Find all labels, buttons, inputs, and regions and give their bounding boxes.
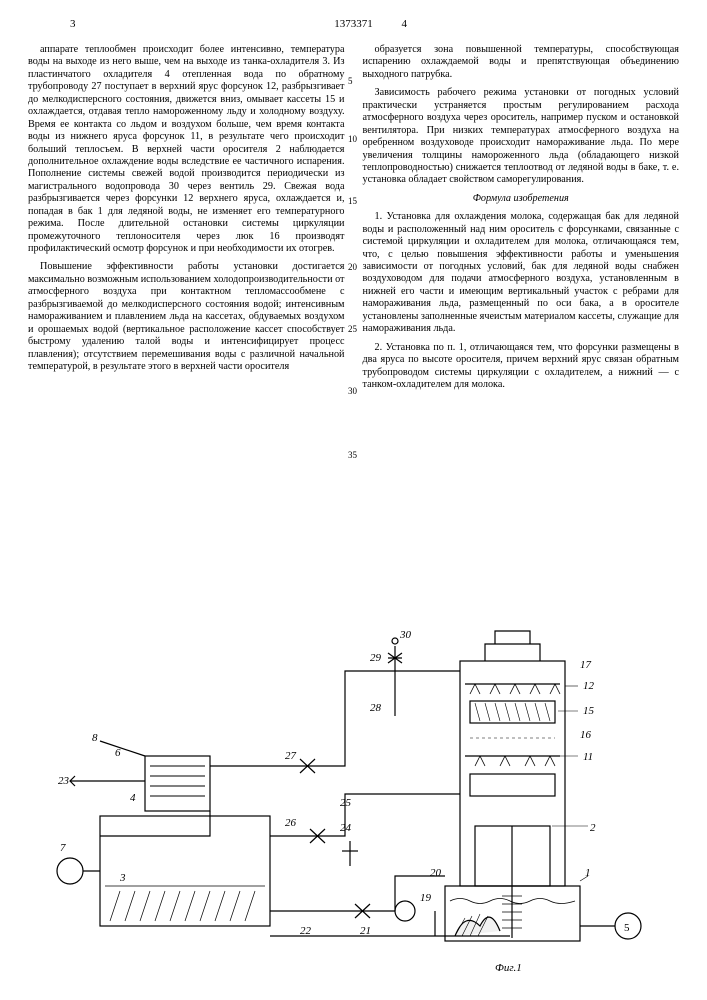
svg-text:20: 20 xyxy=(430,867,442,879)
page-number-left: 3 xyxy=(70,18,76,30)
svg-text:30: 30 xyxy=(399,629,412,641)
svg-text:27: 27 xyxy=(285,750,297,762)
svg-text:12: 12 xyxy=(583,680,595,692)
line-number: 35 xyxy=(348,450,357,460)
svg-text:5: 5 xyxy=(624,922,630,934)
claim: 2. Установка по п. 1, отличающаяся тем, … xyxy=(363,342,680,392)
line-number: 25 xyxy=(348,324,357,334)
svg-text:19: 19 xyxy=(420,892,432,904)
claims-title: Формула изобретения xyxy=(363,193,680,205)
svg-text:Фиг.1: Фиг.1 xyxy=(495,962,522,974)
line-number: 5 xyxy=(348,76,353,86)
svg-text:22: 22 xyxy=(300,925,312,937)
line-number: 30 xyxy=(348,386,357,396)
svg-text:1: 1 xyxy=(585,867,591,879)
svg-text:29: 29 xyxy=(370,652,382,664)
svg-text:25: 25 xyxy=(340,797,352,809)
page-number-right: 4 xyxy=(402,18,408,30)
svg-text:8: 8 xyxy=(92,732,98,744)
svg-text:11: 11 xyxy=(583,751,593,763)
claim: 1. Установка для охлаждения молока, соде… xyxy=(363,211,680,335)
svg-text:7: 7 xyxy=(60,842,66,854)
figure-1: 5 xyxy=(40,626,665,986)
line-number: 15 xyxy=(348,196,357,206)
paragraph: Повышение эффективности работы установки… xyxy=(28,261,345,373)
right-column: образуется зона повышенной температуры, … xyxy=(363,44,680,397)
svg-text:23: 23 xyxy=(58,775,70,787)
svg-text:2: 2 xyxy=(590,822,596,834)
svg-text:3: 3 xyxy=(119,872,126,884)
svg-text:16: 16 xyxy=(580,729,592,741)
svg-text:6: 6 xyxy=(115,747,121,759)
line-number: 20 xyxy=(348,262,357,272)
paragraph: образуется зона повышенной температуры, … xyxy=(363,44,680,81)
svg-text:26: 26 xyxy=(285,817,297,829)
svg-text:17: 17 xyxy=(580,659,592,671)
patent-number: 1373371 xyxy=(28,18,679,30)
line-number: 10 xyxy=(348,134,357,144)
paragraph: Зависимость рабочего режима установки от… xyxy=(363,87,680,187)
svg-text:24: 24 xyxy=(340,822,352,834)
svg-text:15: 15 xyxy=(583,705,595,717)
paragraph: аппарате теплообмен происходит более инт… xyxy=(28,44,345,255)
text-columns: аппарате теплообмен происходит более инт… xyxy=(28,44,679,397)
svg-text:28: 28 xyxy=(370,702,382,714)
left-column: аппарате теплообмен происходит более инт… xyxy=(28,44,345,397)
svg-text:4: 4 xyxy=(130,792,136,804)
svg-text:21: 21 xyxy=(360,925,371,937)
